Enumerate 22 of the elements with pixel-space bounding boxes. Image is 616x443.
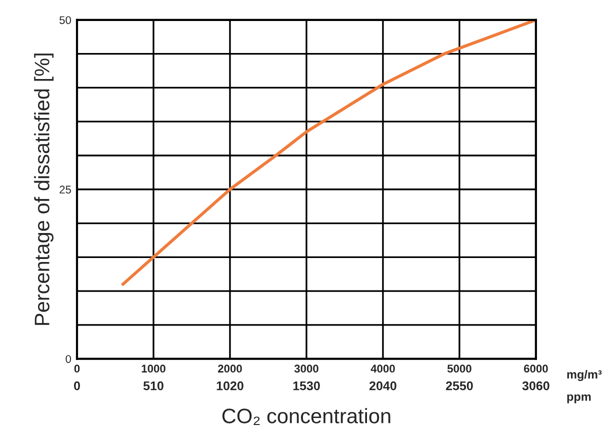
x-tick-label: 1000 <box>142 364 166 373</box>
y-tick-label: 50 <box>60 16 72 24</box>
x2-tick-label: 2040 <box>369 381 396 390</box>
text: ppm <box>567 394 591 404</box>
x2-tick-label: 3060 <box>522 381 550 390</box>
y-tick-label: 0 <box>66 355 72 363</box>
x-tick-label: 6000 <box>524 364 548 373</box>
x2-tick-label: 510 <box>143 381 164 390</box>
y-tick-label: 25 <box>60 186 71 194</box>
line-series <box>121 20 536 286</box>
x2-tick-label: 1020 <box>216 381 244 390</box>
x-tick-label: 5000 <box>447 364 472 373</box>
x2-tick-label: 1530 <box>293 381 320 390</box>
x-tick-label: 2000 <box>218 364 242 373</box>
x2-tick-label: 2550 <box>446 381 473 390</box>
x-axis-title: CO₂ concentration <box>222 408 390 425</box>
y-axis-title: Percentage of dissatisfied [%] <box>34 54 54 325</box>
text: mg/m³ <box>567 370 602 382</box>
x-tick-label: 4000 <box>370 364 395 373</box>
x-tick-label: 0 <box>74 364 80 373</box>
x-tick-label: 3000 <box>294 364 318 373</box>
x2-tick-label: 0 <box>74 381 80 390</box>
